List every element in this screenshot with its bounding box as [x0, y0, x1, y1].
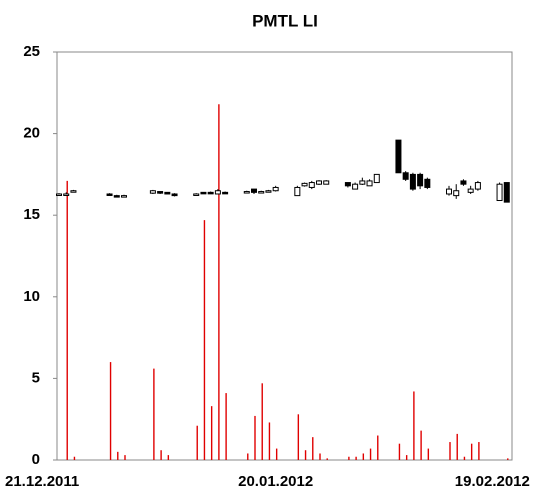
candle-body — [171, 193, 178, 197]
y-tick-label: 0 — [32, 451, 40, 468]
candle-body — [63, 193, 70, 196]
candle-body — [149, 190, 156, 194]
candle-body — [157, 191, 164, 194]
candle-body — [214, 190, 221, 195]
candle-body — [243, 191, 250, 194]
candle-body — [258, 191, 265, 194]
candle-body — [424, 178, 431, 188]
x-tick-label: 20.01.2012 — [238, 473, 313, 490]
candle-body — [453, 190, 460, 197]
candle-body — [417, 173, 424, 187]
candle-body — [56, 193, 62, 196]
candle-body — [409, 173, 416, 190]
y-tick-label: 20 — [23, 125, 40, 142]
candle-body — [200, 191, 207, 195]
candle-body — [503, 182, 510, 203]
candle-body — [106, 193, 113, 196]
candle-body — [193, 193, 200, 196]
candle-body — [207, 191, 214, 195]
candle-body — [70, 190, 77, 193]
candle-body — [294, 186, 301, 197]
y-tick-label: 5 — [32, 369, 40, 386]
candle-body — [460, 180, 467, 185]
plot-frame — [56, 51, 513, 461]
candle-body — [359, 180, 366, 185]
candle-body — [446, 188, 452, 195]
candle-body — [301, 182, 308, 187]
candle-body — [323, 180, 330, 185]
candle-body — [395, 139, 402, 174]
candle-body — [373, 173, 380, 184]
candle-body — [308, 182, 315, 188]
candle-body — [272, 186, 279, 192]
y-tick-label: 15 — [23, 206, 40, 223]
candle-body — [265, 190, 272, 193]
candle-body — [474, 182, 481, 190]
candle-body — [121, 195, 127, 198]
y-tick-label: 10 — [23, 288, 40, 305]
candle-body — [251, 188, 257, 193]
candle-body — [366, 180, 373, 187]
candle-body — [496, 183, 503, 202]
candle-body — [316, 180, 322, 185]
chart-title: PMTL LI — [252, 11, 318, 30]
x-tick-label: 19.02.2012 — [455, 473, 530, 490]
candle-body — [402, 172, 409, 180]
candle-body — [113, 195, 120, 198]
candle-body — [467, 188, 474, 193]
candle-body — [164, 191, 171, 195]
candle-body — [222, 191, 229, 195]
x-tick-label: 21.12.2011 — [5, 473, 79, 490]
y-tick-label: 25 — [23, 43, 40, 60]
candle-body — [344, 182, 351, 187]
candle-body — [352, 183, 359, 190]
